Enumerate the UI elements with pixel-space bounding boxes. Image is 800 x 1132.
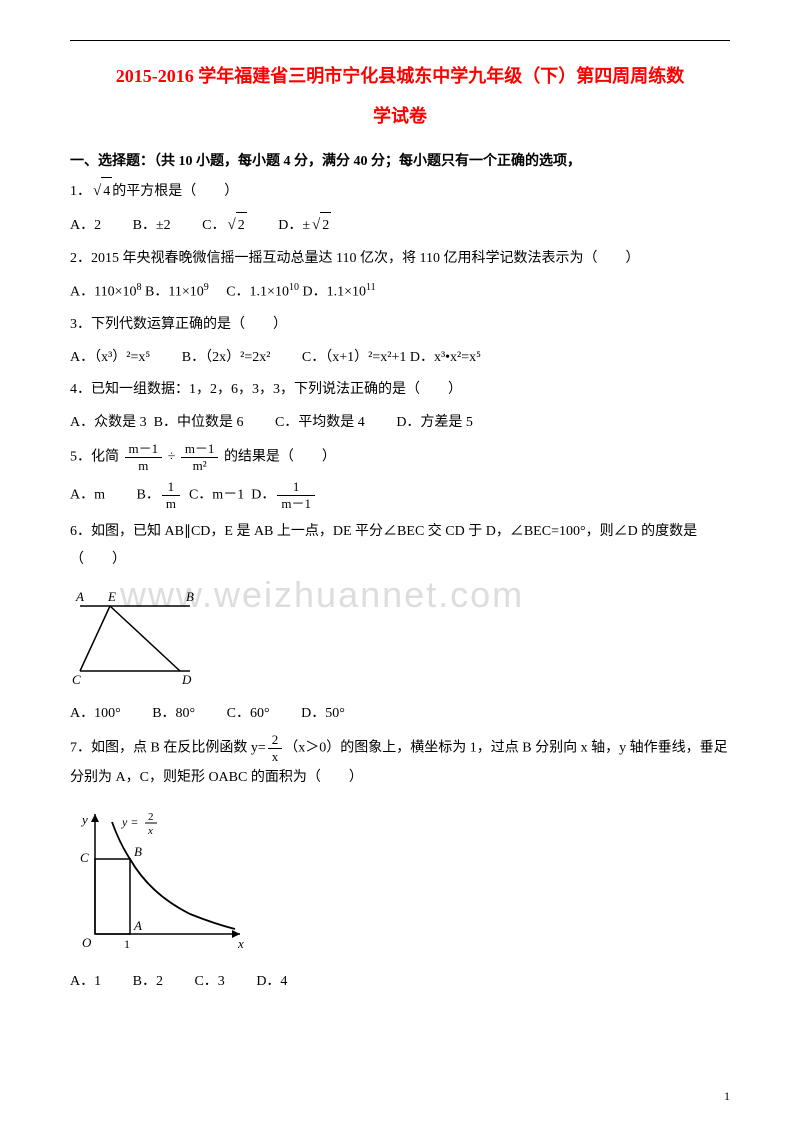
page-title-line2: 学试卷	[70, 100, 730, 132]
q5-text-a: 5．化简	[70, 450, 123, 465]
q2-optD: D．1.1×10	[302, 285, 366, 300]
q5-fracD-den: m－1	[277, 496, 315, 512]
q1-optB: B．±2	[133, 218, 171, 233]
top-rule	[70, 40, 730, 41]
q5-frac2: m－1m²	[181, 441, 219, 473]
q1-text-b: 的平方根是（ ）	[112, 184, 238, 199]
q4-optA: A．众数是 3	[70, 415, 147, 430]
q1-text-a: 1．	[70, 184, 91, 199]
q6-optC: C．60°	[227, 706, 270, 721]
q6-label-A: A	[75, 589, 84, 604]
q5-frac2-num: m－1	[181, 441, 219, 458]
question-4: 4．已知一组数据：1，2，6，3，3，下列说法正确的是（ ）	[70, 376, 730, 404]
q1-options: A．2 B．±2 C．2 D．±2	[70, 212, 730, 239]
q7-options: A．1 B．2 C．3 D．4	[70, 969, 730, 994]
q2-optA: A．110×10	[70, 285, 137, 300]
q7-optD: D．4	[256, 974, 287, 989]
q7-eq-y: y =	[121, 815, 138, 829]
q7-eq-den: x	[147, 825, 153, 837]
q7-label-A: A	[133, 918, 142, 933]
q7-label-1: 1	[124, 937, 130, 951]
sqrt-2b-icon: 2	[310, 212, 331, 239]
q5-text-b: 的结果是（ ）	[224, 450, 336, 465]
q3-options: A．（x³）²=x⁵ B．（2x）²=2x² C．（x+1）²=x²+1 D．x…	[70, 345, 730, 370]
q7-frac: 2x	[268, 732, 283, 764]
q5-fracB-den: m	[162, 496, 180, 512]
question-5: 5．化简 m－1m ÷ m－1m² 的结果是（ ）	[70, 441, 730, 473]
q6-optB: B．80°	[152, 706, 195, 721]
q7-frac-num: 2	[268, 732, 283, 749]
question-7: 7．如图，点 B 在反比例函数 y=2x（x＞0）的图象上，横坐标为 1，过点 …	[70, 732, 730, 792]
q7-label-x: x	[237, 936, 244, 951]
q4-optB: B．中位数是 6	[154, 415, 244, 430]
q2-optC-sup: 10	[289, 282, 299, 293]
sqrt-2a-icon: 2	[226, 212, 247, 239]
q4-optC: C．平均数是 4	[275, 415, 365, 430]
q1-optC-pre: C．	[202, 218, 225, 233]
q5-frac1-den: m	[125, 458, 163, 474]
q5-fracB-num: 1	[162, 479, 180, 496]
q2-optB-sup: 9	[204, 282, 209, 293]
page-title-line1: 2015-2016 学年福建省三明市宁化县城东中学九年级（下）第四周周练数	[70, 60, 730, 92]
q3-optB: B．（2x）²=2x²	[182, 350, 271, 365]
q7-label-y: y	[80, 812, 88, 827]
q7-text-a: 7．如图，点 B 在反比例函数 y=	[70, 740, 266, 755]
q6-label-D: D	[181, 672, 192, 686]
q3-optA: A．（x³）²=x⁵	[70, 350, 150, 365]
q5-frac2-den: m²	[181, 458, 219, 474]
q1-optA: A．2	[70, 218, 101, 233]
q7-eq-num: 2	[148, 811, 154, 823]
q6-optA: A．100°	[70, 706, 121, 721]
section-header: 一、选择题：（共 10 小题，每小题 4 分，满分 40 分；每小题只有一个正确…	[70, 149, 730, 174]
q5-fracB: 1m	[162, 479, 180, 511]
q5-frac1-num: m－1	[125, 441, 163, 458]
q7-label-O: O	[82, 935, 92, 950]
q7-optA: A．1	[70, 974, 101, 989]
q5-fracD: 1m－1	[277, 479, 315, 511]
q7-optB: B．2	[133, 974, 163, 989]
q6-label-C: C	[72, 672, 81, 686]
q7-label-B: B	[134, 844, 142, 859]
q4-options: A．众数是 3 B．中位数是 6 C．平均数是 4 D．方差是 5	[70, 410, 730, 435]
q5-optC: C．m－1	[189, 488, 244, 503]
q5-fracD-num: 1	[277, 479, 315, 496]
page-number: 1	[724, 1086, 730, 1108]
q3-optD: D．x³•x²=x⁵	[410, 350, 481, 365]
sqrt-4-icon: 4	[91, 176, 112, 206]
q5-options: A．m B．1m C．m－1 D．1m－1	[70, 479, 730, 511]
q3-optC: C．（x+1）²=x²+1	[302, 350, 406, 365]
question-2: 2．2015 年央视春晚微信摇一摇互动总量达 110 亿次，将 110 亿用科学…	[70, 245, 730, 273]
q2-optA-sup: 8	[137, 282, 142, 293]
q7-optC: C．3	[194, 974, 224, 989]
q5-optD-pre: D．	[251, 488, 275, 503]
q7-figure: y x O C B A 1 y = 2 x	[70, 804, 250, 954]
q6-figure: A E B C D	[70, 586, 210, 686]
q7-frac-den: x	[268, 749, 283, 765]
q6-optD: D．50°	[301, 706, 345, 721]
q5-frac1: m－1m	[125, 441, 163, 473]
q2-optB: B．11×10	[145, 285, 204, 300]
q5-optA: A．m	[70, 488, 105, 503]
question-1: 1．4的平方根是（ ）	[70, 176, 730, 206]
q2-optC: C．1.1×10	[212, 285, 289, 300]
q6-options: A．100° B．80° C．60° D．50°	[70, 701, 730, 726]
q6-label-B: B	[186, 589, 194, 604]
q7-label-C: C	[80, 850, 89, 865]
q1-optD-pre: D．±	[278, 218, 310, 233]
q4-optD: D．方差是 5	[396, 415, 473, 430]
q5-optB-pre: B．	[137, 488, 160, 503]
q6-label-E: E	[107, 589, 116, 604]
content-area: 2015-2016 学年福建省三明市宁化县城东中学九年级（下）第四周周练数 学试…	[70, 60, 730, 995]
question-6: 6．如图，已知 AB∥CD，E 是 AB 上一点，DE 平分∠BEC 交 CD …	[70, 518, 730, 574]
question-3: 3．下列代数运算正确的是（ ）	[70, 311, 730, 339]
q2-optD-sup: 11	[366, 282, 376, 293]
q2-options: A．110×108 B．11×109 C．1.1×1010 D．1.1×1011	[70, 279, 730, 305]
